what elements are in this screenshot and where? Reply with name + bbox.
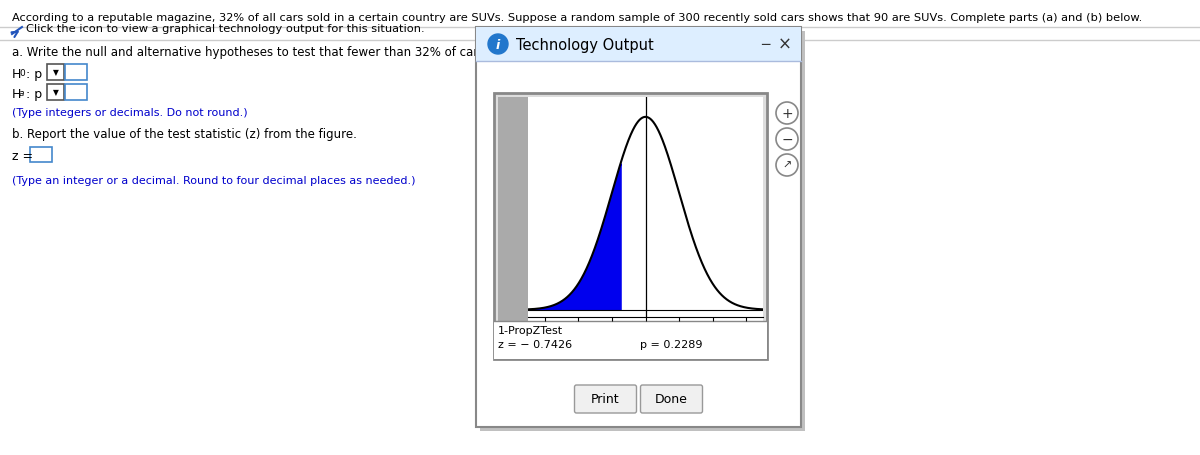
Text: : p: : p xyxy=(26,68,42,81)
Text: ↗: ↗ xyxy=(782,161,792,171)
FancyBboxPatch shape xyxy=(480,32,805,431)
Circle shape xyxy=(488,35,508,55)
Text: −: − xyxy=(781,133,793,147)
Bar xyxy=(47,65,64,81)
Circle shape xyxy=(776,155,798,177)
Bar xyxy=(65,65,88,81)
Text: : p: : p xyxy=(26,88,42,101)
Text: z =: z = xyxy=(12,150,34,162)
Bar xyxy=(494,321,767,359)
FancyBboxPatch shape xyxy=(641,385,702,413)
Text: b. Report the value of the test statistic (z) from the figure.: b. Report the value of the test statisti… xyxy=(12,128,356,141)
FancyBboxPatch shape xyxy=(575,385,636,413)
Text: According to a reputable magazine, 32% of all cars sold in a certain country are: According to a reputable magazine, 32% o… xyxy=(12,13,1142,23)
Circle shape xyxy=(776,129,798,151)
Text: (Type an integer or a decimal. Round to four decimal places as needed.): (Type an integer or a decimal. Round to … xyxy=(12,176,415,186)
Text: (Type integers or decimals. Do not round.): (Type integers or decimals. Do not round… xyxy=(12,108,247,118)
Bar xyxy=(498,98,528,355)
Text: ▼: ▼ xyxy=(53,68,59,77)
Text: Print: Print xyxy=(592,393,620,405)
Text: p = 0.2289: p = 0.2289 xyxy=(640,339,702,349)
Text: 1-PropZTest: 1-PropZTest xyxy=(498,325,563,335)
Text: Done: Done xyxy=(655,393,688,405)
Text: ─: ─ xyxy=(761,38,769,52)
Bar xyxy=(30,148,52,162)
Text: Click the icon to view a graphical technology output for this situation.: Click the icon to view a graphical techn… xyxy=(26,24,425,34)
Text: ×: × xyxy=(778,36,792,54)
Circle shape xyxy=(776,103,798,125)
Bar xyxy=(494,94,767,359)
Text: Technology Output: Technology Output xyxy=(516,37,654,52)
Text: ▼: ▼ xyxy=(53,88,59,97)
Bar xyxy=(498,98,763,355)
Text: H: H xyxy=(12,68,22,81)
Text: H: H xyxy=(12,88,22,101)
Text: 0: 0 xyxy=(19,69,25,78)
Bar xyxy=(47,85,64,101)
FancyBboxPatch shape xyxy=(476,28,802,427)
Bar xyxy=(65,85,88,101)
Text: a: a xyxy=(19,89,24,98)
Text: +: + xyxy=(781,107,793,121)
Text: z = − 0.7426: z = − 0.7426 xyxy=(498,339,572,349)
Text: i: i xyxy=(496,38,500,51)
Text: a. Write the null and alternative hypotheses to test that fewer than 32% of cars: a. Write the null and alternative hypoth… xyxy=(12,46,572,59)
Bar xyxy=(476,28,802,62)
